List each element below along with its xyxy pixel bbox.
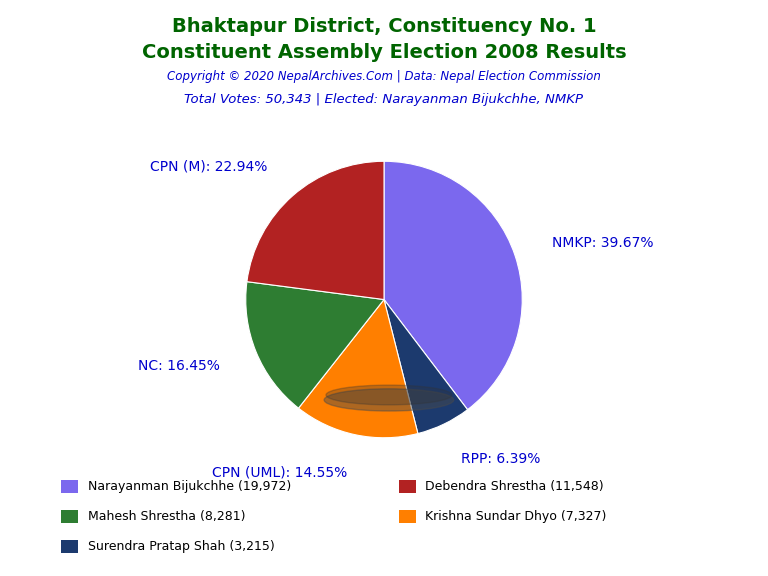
Text: Mahesh Shrestha (8,281): Mahesh Shrestha (8,281) xyxy=(88,510,245,523)
Text: CPN (UML): 14.55%: CPN (UML): 14.55% xyxy=(212,465,347,480)
Text: Total Votes: 50,343 | Elected: Narayanman Bijukchhe, NMKP: Total Votes: 50,343 | Elected: Narayanma… xyxy=(184,93,584,107)
Wedge shape xyxy=(247,161,384,300)
Text: NMKP: 39.67%: NMKP: 39.67% xyxy=(551,236,654,250)
Text: NC: 16.45%: NC: 16.45% xyxy=(138,359,220,373)
Ellipse shape xyxy=(326,385,452,405)
Text: RPP: 6.39%: RPP: 6.39% xyxy=(461,452,540,466)
Text: Bhaktapur District, Constituency No. 1: Bhaktapur District, Constituency No. 1 xyxy=(172,17,596,36)
Wedge shape xyxy=(246,282,384,408)
Ellipse shape xyxy=(324,389,454,411)
Text: Constituent Assembly Election 2008 Results: Constituent Assembly Election 2008 Resul… xyxy=(141,43,627,62)
Wedge shape xyxy=(384,161,522,410)
Wedge shape xyxy=(384,300,468,434)
Wedge shape xyxy=(299,300,418,438)
Text: Copyright © 2020 NepalArchives.Com | Data: Nepal Election Commission: Copyright © 2020 NepalArchives.Com | Dat… xyxy=(167,70,601,84)
Text: Krishna Sundar Dhyo (7,327): Krishna Sundar Dhyo (7,327) xyxy=(425,510,607,523)
Text: Surendra Pratap Shah (3,215): Surendra Pratap Shah (3,215) xyxy=(88,540,274,553)
Text: CPN (M): 22.94%: CPN (M): 22.94% xyxy=(150,160,267,173)
Text: Narayanman Bijukchhe (19,972): Narayanman Bijukchhe (19,972) xyxy=(88,480,291,493)
Text: Debendra Shrestha (11,548): Debendra Shrestha (11,548) xyxy=(425,480,604,493)
